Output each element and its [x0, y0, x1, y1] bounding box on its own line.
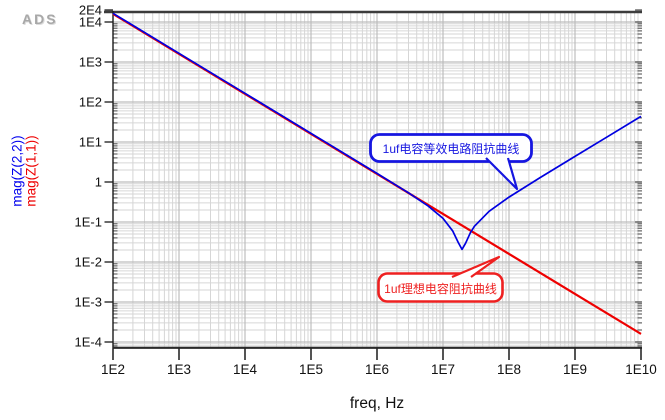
svg-text:1E7: 1E7 — [431, 362, 455, 377]
svg-text:1E-2: 1E-2 — [75, 255, 102, 270]
svg-text:2E4: 2E4 — [79, 3, 102, 18]
svg-text:1E4: 1E4 — [233, 362, 258, 377]
callout-ideal-capacitor-curve[interactable]: 1uf理想电容阻抗曲线 — [384, 281, 497, 296]
svg-text:1E2: 1E2 — [79, 95, 102, 110]
y-axis-label-z22: mag(Z(2,2)) — [9, 135, 25, 207]
svg-text:1E6: 1E6 — [365, 362, 389, 377]
y-axis-label-z11: mag(Z(1,1)) — [23, 135, 39, 207]
svg-text:1: 1 — [95, 175, 102, 190]
svg-text:1E3: 1E3 — [79, 55, 102, 70]
svg-text:1E-3: 1E-3 — [75, 295, 102, 310]
svg-text:1E5: 1E5 — [299, 362, 323, 377]
x-axis-title: freq, Hz — [349, 395, 405, 412]
svg-text:1E4: 1E4 — [79, 15, 102, 30]
svg-text:1E-4: 1E-4 — [75, 335, 102, 350]
svg-text:1E8: 1E8 — [497, 362, 521, 377]
curve-equivalent-circuit — [112, 12, 642, 251]
svg-text:1E-1: 1E-1 — [75, 215, 102, 230]
svg-text:1E3: 1E3 — [167, 362, 191, 377]
svg-text:1E10: 1E10 — [625, 362, 657, 377]
svg-text:1E1: 1E1 — [79, 135, 102, 150]
svg-text:1E9: 1E9 — [563, 362, 587, 377]
ads-logo: ADS — [22, 11, 58, 27]
svg-text:1E2: 1E2 — [101, 362, 125, 377]
callout-equivalent-circuit-curve[interactable]: 1uf电容等效电路阻抗曲线 — [382, 142, 520, 156]
